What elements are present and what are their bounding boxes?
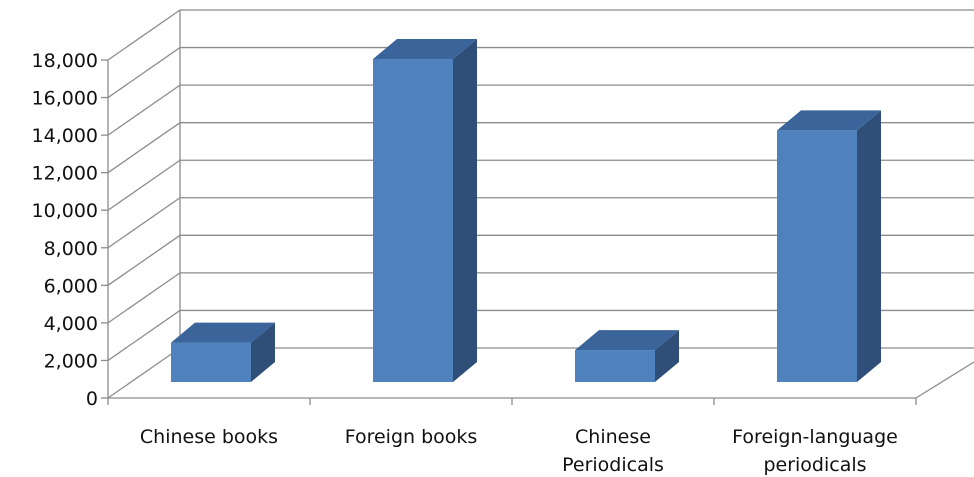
bars — [171, 39, 881, 383]
bar-top-face — [777, 110, 881, 131]
x-category-label-line: Foreign books — [345, 426, 478, 448]
y-tick-label: 12,000 — [32, 163, 98, 185]
axes — [101, 10, 974, 405]
y-tick-label: 2,000 — [44, 350, 98, 372]
bar — [373, 39, 477, 383]
y-tick-label: 10,000 — [32, 200, 98, 222]
gridline-side-wall — [107, 122, 181, 174]
y-axis-tick-labels: 0 2,000 4,000 6,000 8,000 10,000 12,000 14,000 1… — [32, 50, 98, 410]
y-tick-label: 8,000 — [44, 238, 98, 260]
gridline — [107, 46, 974, 99]
gridline — [107, 9, 974, 61]
y-tick-label: 14,000 — [32, 125, 98, 147]
bar — [171, 322, 275, 382]
gridline-side-wall — [107, 84, 181, 136]
bar-top-face — [171, 322, 275, 343]
y-tick-label: 16,000 — [32, 88, 98, 110]
gridline-side-wall — [107, 159, 181, 211]
y-tick-label: 0 — [86, 388, 98, 410]
gridline-side-wall — [107, 347, 181, 399]
bar — [777, 110, 881, 382]
bar-side-face — [251, 322, 275, 382]
x-category-label-line: periodicals — [763, 454, 866, 476]
bar-front-face — [373, 59, 453, 383]
y-tick-label: 18,000 — [32, 50, 98, 72]
bar-side-face — [857, 110, 881, 382]
gridline-side-wall — [107, 9, 181, 61]
bar-top-face — [575, 330, 679, 351]
bar-top-face — [373, 39, 477, 60]
gridline-side-wall — [107, 272, 181, 324]
bar-side-face — [453, 39, 477, 383]
bar — [575, 330, 679, 382]
x-category-label: Foreign-language periodicals — [732, 426, 898, 476]
gridline — [107, 84, 974, 136]
floor-right-edge — [915, 361, 974, 399]
gridline-side-wall — [107, 47, 181, 99]
x-category-label: Chinese books — [140, 426, 278, 448]
y-tick-label: 4,000 — [44, 313, 98, 335]
gridline-side-wall — [107, 197, 181, 249]
x-category-label-line: Foreign-language — [732, 426, 898, 448]
x-category-label-line: Chinese — [575, 426, 651, 448]
bar-front-face — [777, 130, 857, 382]
bar-front-face — [171, 342, 251, 382]
x-axis-category-labels: Chinese books Foreign books Chinese Periodi… — [140, 426, 898, 476]
gridline-side-wall — [107, 309, 181, 361]
y-tick-label: 6,000 — [44, 275, 98, 297]
x-category-label: Chinese Periodicals — [562, 426, 664, 476]
x-category-label-line: Periodicals — [562, 454, 664, 476]
bar-front-face — [575, 350, 655, 382]
x-category-label-line: Chinese books — [140, 426, 278, 448]
x-category-label: Foreign books — [345, 426, 478, 448]
bar-side-face — [655, 330, 679, 382]
gridline-side-wall — [107, 234, 181, 286]
